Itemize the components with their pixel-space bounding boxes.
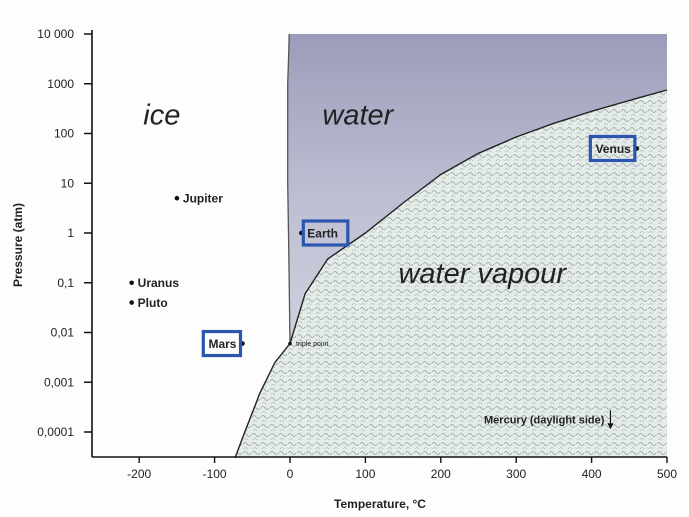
phase-boundaries: [234, 33, 668, 459]
x-tick-label: 400: [582, 467, 602, 481]
highlight-box: [301, 219, 350, 247]
mercury-annotation: Mercury (daylight side): [484, 414, 605, 426]
region-label: ice: [143, 100, 180, 132]
chart-labels: Temperature, °C Pressure (atm) ice water wat…: [11, 100, 567, 511]
region-label: water: [322, 100, 394, 132]
point-label: Jupiter: [183, 192, 223, 206]
vapour-pressure-curve: [234, 89, 668, 459]
y-tick-label: 1000: [47, 77, 74, 91]
planet-point: [288, 341, 292, 346]
y-axis-title: Pressure (atm): [11, 203, 25, 287]
point-label: Uranus: [138, 276, 180, 290]
highlight-box: [588, 134, 637, 163]
x-axis-title: Temperature, °C: [334, 497, 426, 511]
x-tick-label: 500: [657, 467, 677, 481]
melting-curve: [287, 33, 291, 344]
water-region: [287, 34, 667, 344]
planet-points: Jupiter Earth Venus Uranus Pluto Mars triple p…: [129, 134, 640, 430]
y-tick-label: 100: [54, 127, 74, 141]
planet-point: [129, 300, 134, 305]
highlight-box: [201, 329, 243, 358]
x-tick-label: -100: [203, 467, 227, 481]
point-label: Mars: [208, 337, 236, 351]
y-tick-label: 0,0001: [37, 425, 74, 439]
point-label: Pluto: [138, 296, 168, 310]
mercury-arrowhead: [607, 423, 614, 430]
y-tick-label: 1: [67, 226, 74, 240]
point-label: triple point: [296, 341, 328, 348]
water-vapour-region: [235, 90, 667, 458]
x-tick-label: -200: [127, 467, 151, 481]
x-tick-label: 300: [506, 467, 526, 481]
region-label: water vapour: [398, 258, 567, 290]
phase-regions: [235, 34, 667, 458]
x-tick-label: 100: [355, 467, 375, 481]
y-tick-label: 10: [61, 176, 75, 190]
y-tick-label: 0,01: [51, 326, 75, 340]
point-label: Venus: [595, 142, 631, 156]
planet-point: [174, 195, 180, 201]
y-tick-label: 0,001: [44, 375, 74, 389]
planet-point: [129, 280, 134, 286]
y-tick-label: 10 000: [37, 27, 74, 41]
point-label: Earth: [307, 226, 338, 240]
y-tick-label: 0,1: [57, 276, 74, 290]
x-tick-label: 200: [431, 467, 451, 481]
x-tick-label: 0: [287, 467, 294, 481]
